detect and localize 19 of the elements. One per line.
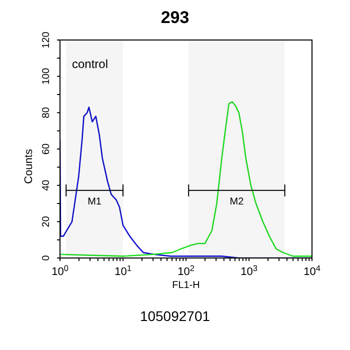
y-tick-label: 40 — [41, 179, 52, 191]
x-tick-label: 10$^{1}$ — [114, 264, 132, 278]
y-tick-label: 20 — [41, 216, 52, 228]
y-tick-label: 80 — [41, 106, 52, 118]
text: 105092701 — [138, 308, 212, 324]
y-tick-label: 100 — [41, 68, 52, 85]
x-tick-label: 10$^{3}$ — [240, 264, 258, 278]
y-tick-label: 120 — [41, 31, 52, 48]
y-axis-title: Counts — [22, 148, 35, 184]
y-tick-label: 0 — [41, 254, 52, 261]
band-label: M1 — [88, 196, 102, 208]
x-tick-label: 10$^{4}$ — [304, 264, 321, 278]
annotation: control — [72, 57, 108, 71]
x-axis-title: FL1-H — [172, 280, 200, 291]
y-tick-label: 60 — [41, 143, 52, 155]
x-tick-label: 10$^{2}$ — [178, 264, 195, 278]
band-label: M2 — [230, 196, 244, 208]
x-tick-label: 10$^{0}$ — [52, 264, 69, 278]
chart-title: 293 — [160, 8, 190, 27]
